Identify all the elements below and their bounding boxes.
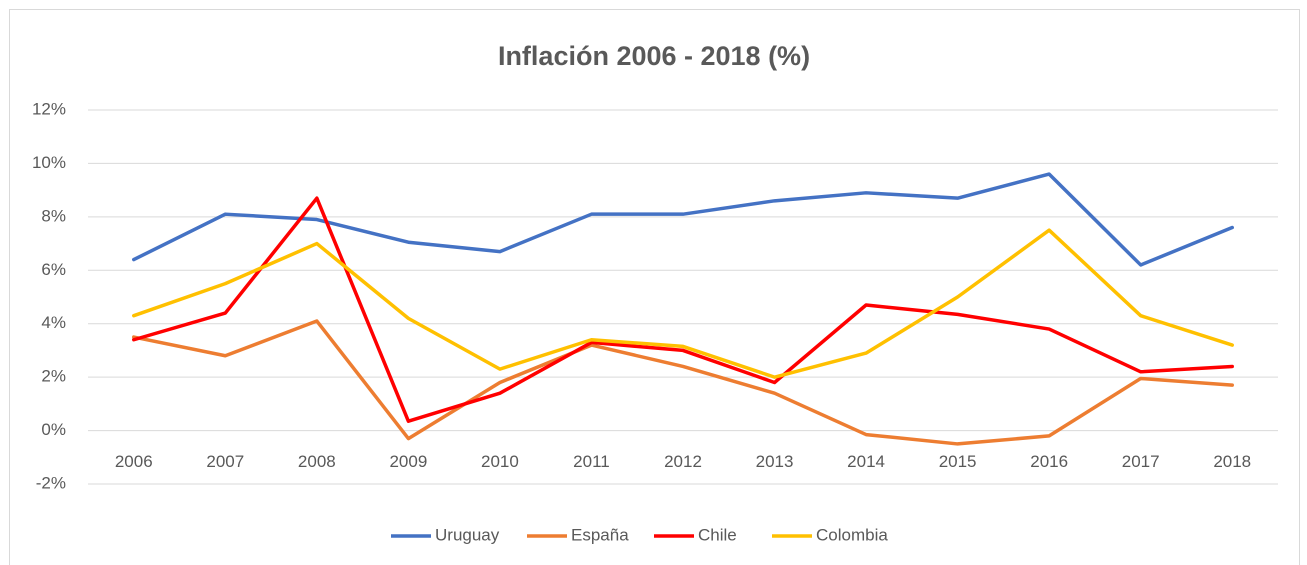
chart-title: Inflación 2006 - 2018 (%): [498, 41, 810, 71]
x-tick-label: 2006: [115, 452, 153, 471]
legend-label: España: [571, 525, 629, 544]
y-tick-label: 2%: [41, 367, 66, 386]
chart-frame: [9, 9, 1300, 565]
y-tick-label: 10%: [32, 153, 66, 172]
series-line: [132, 196, 1234, 423]
x-tick-label: 2015: [939, 452, 977, 471]
x-tick-label: 2016: [1030, 452, 1068, 471]
x-tick-label: 2017: [1122, 452, 1160, 471]
x-tick-label: 2010: [481, 452, 519, 471]
y-tick-label: 0%: [41, 420, 66, 439]
series-line: [132, 319, 1234, 446]
x-tick-label: 2011: [573, 452, 610, 471]
x-tick-label: 2008: [298, 452, 336, 471]
y-tick-label: 12%: [32, 99, 66, 118]
x-tick-label: 2007: [206, 452, 244, 471]
legend-label: Colombia: [816, 525, 888, 544]
x-tick-label: 2014: [847, 452, 885, 471]
series-line: [132, 228, 1234, 379]
y-tick-label: -2%: [36, 473, 66, 492]
legend-label: Chile: [698, 525, 737, 544]
x-tick-label: 2012: [664, 452, 702, 471]
series-line: [132, 172, 1234, 267]
y-tick-label: 8%: [41, 206, 66, 225]
y-tick-label: 4%: [41, 313, 66, 332]
x-tick-label: 2018: [1213, 452, 1251, 471]
legend-label: Uruguay: [435, 525, 500, 544]
y-tick-label: 6%: [41, 260, 66, 279]
x-tick-label: 2013: [756, 452, 794, 471]
x-tick-label: 2009: [389, 452, 427, 471]
